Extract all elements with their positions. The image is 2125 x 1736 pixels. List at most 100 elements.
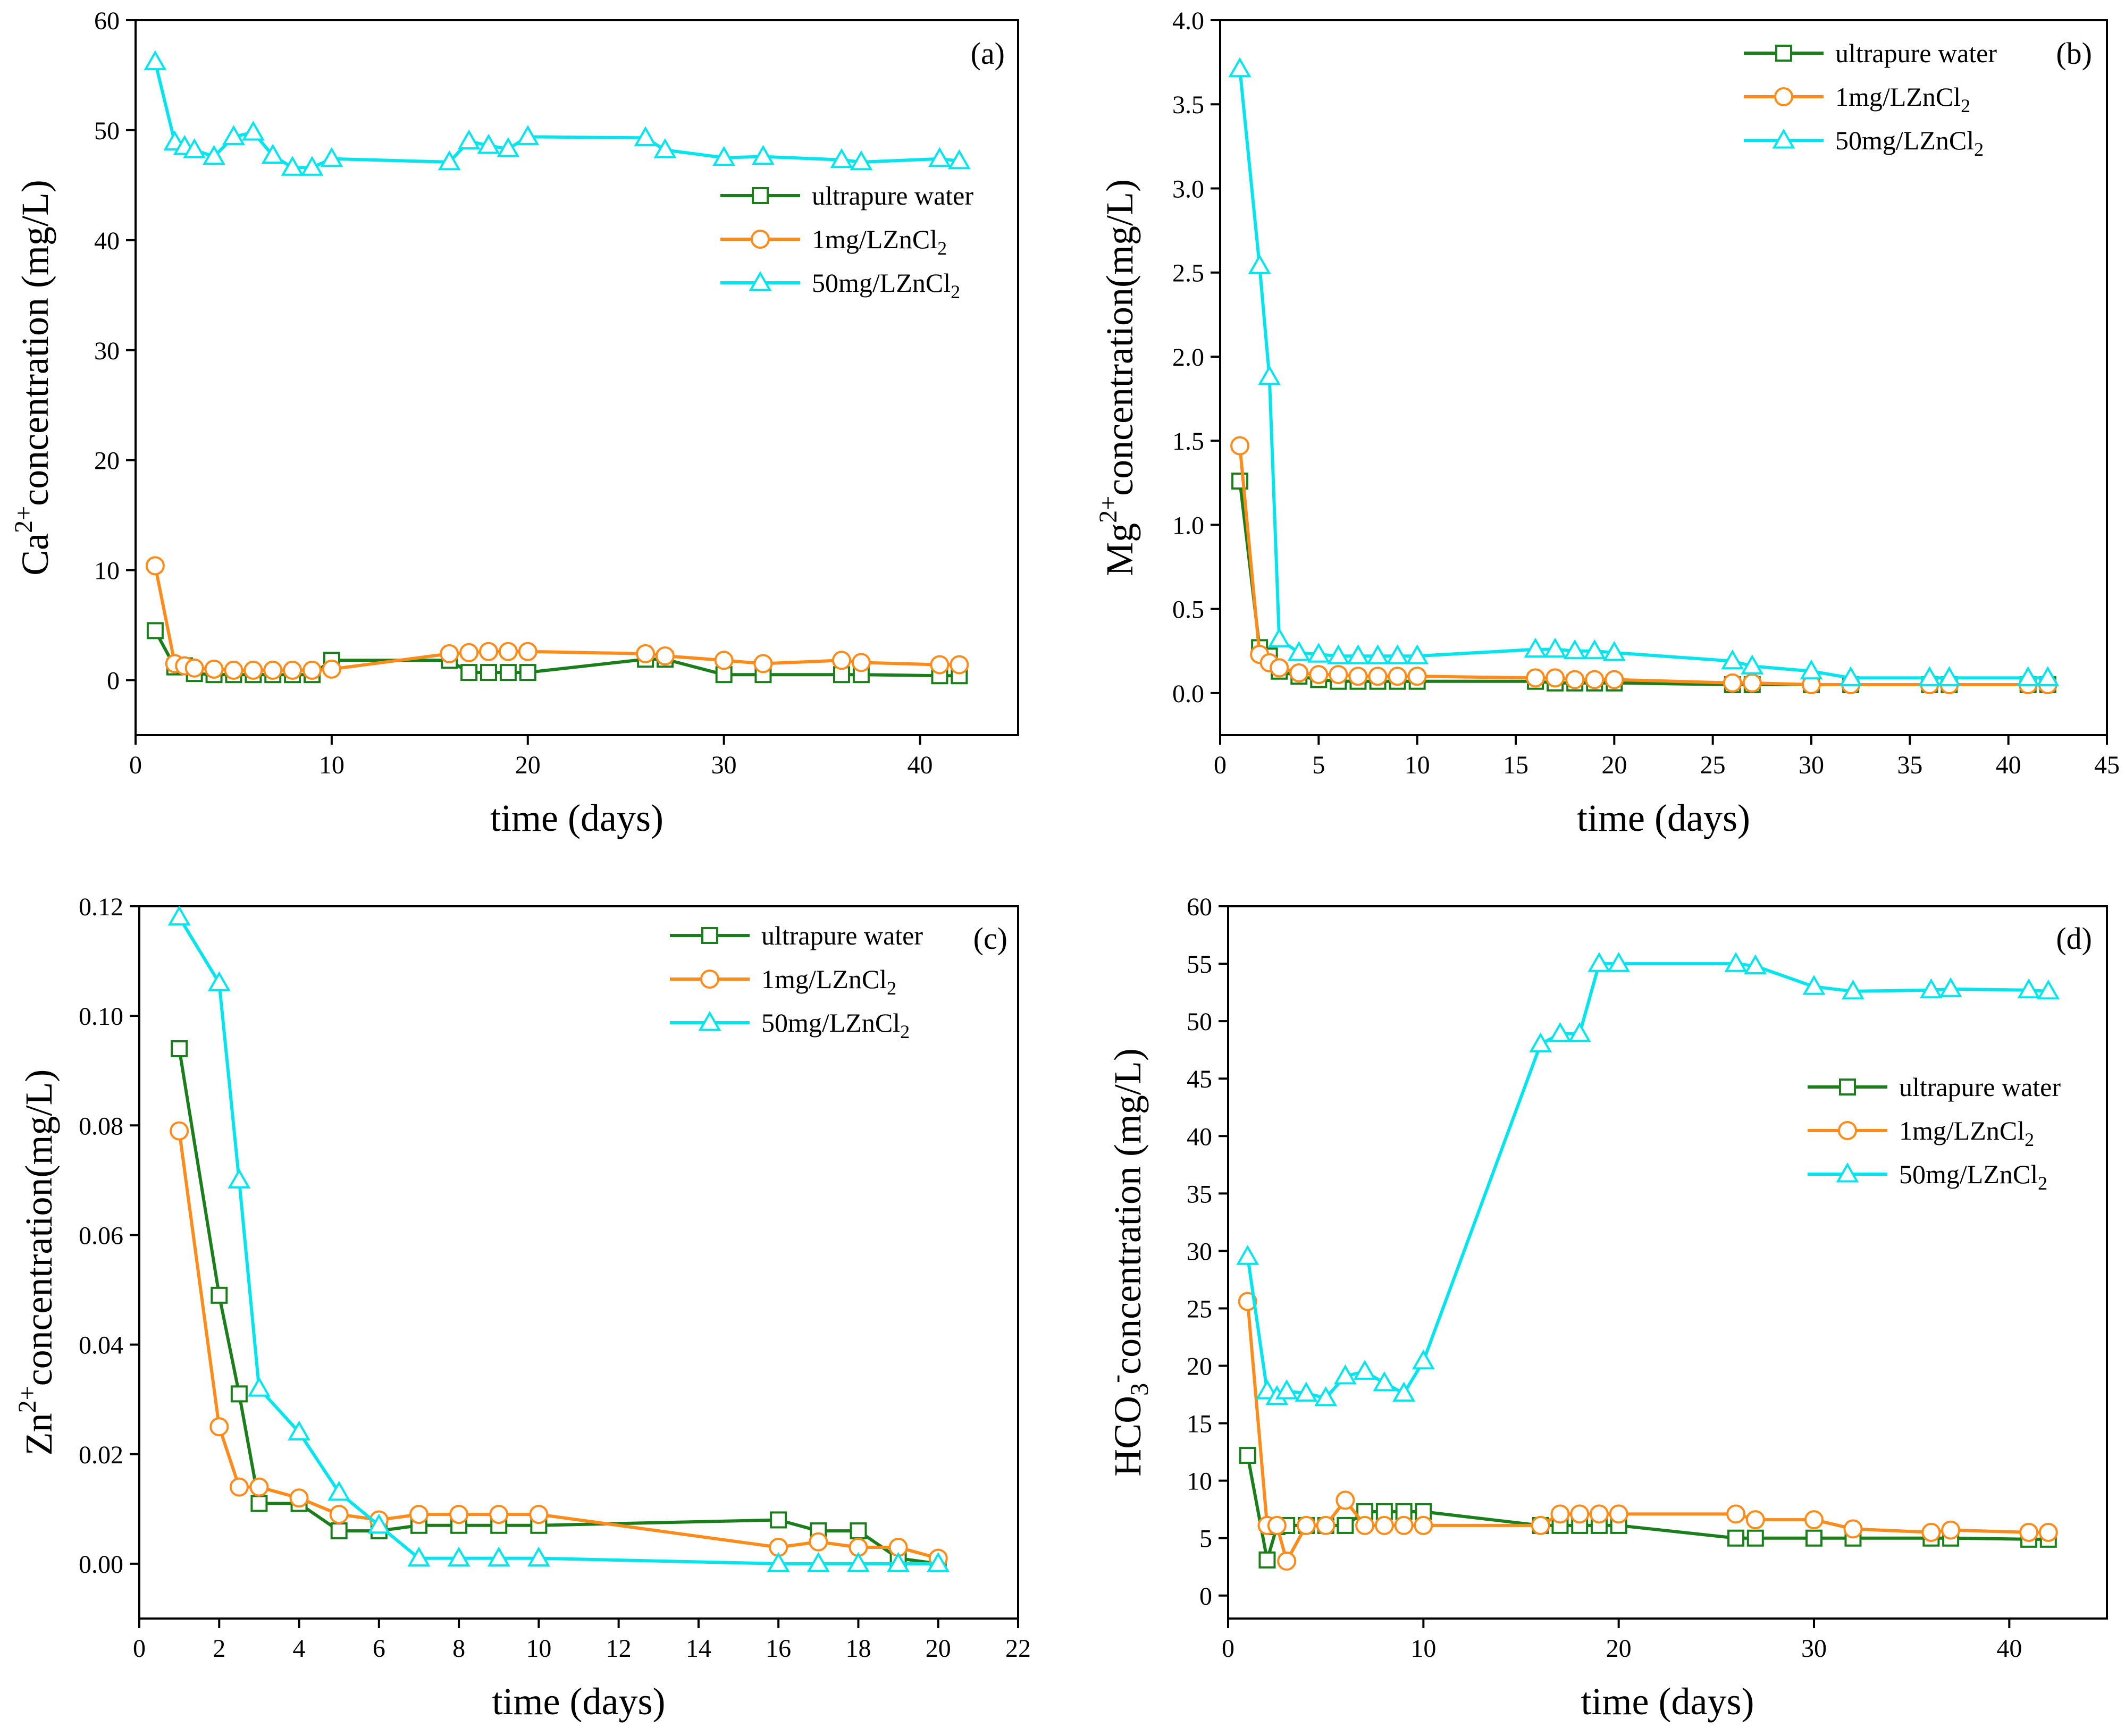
data-point	[1289, 663, 1309, 682]
legend-label: ultrapure water	[1835, 38, 1997, 68]
data-point	[1918, 666, 1941, 686]
data-point	[281, 156, 304, 176]
plot-frame	[1227, 905, 2108, 1620]
data-point	[1412, 1349, 1435, 1370]
data-point	[1921, 1522, 1941, 1542]
y-tick-label: 3.0	[1172, 175, 1204, 203]
data-point	[288, 1420, 310, 1441]
x-tick-label: 0	[1222, 1634, 1234, 1663]
x-tick-label: 20	[926, 1634, 951, 1663]
data-point	[1919, 978, 1943, 999]
legend: ultrapure water 1mg/LZnCl2 50mg/LZnCl2	[1744, 38, 1997, 160]
x-tick-label: 30	[1799, 751, 1824, 779]
x-tick-label: 20	[515, 751, 541, 779]
plot-frame	[135, 19, 1019, 736]
panel-label: (a)	[971, 36, 1005, 71]
data-point	[1524, 637, 1547, 658]
data-point	[1287, 641, 1311, 661]
data-point	[1267, 1515, 1287, 1535]
y-tick-label: 4.0	[1172, 7, 1204, 35]
data-point	[1727, 1529, 1745, 1547]
y-tick-label: 3.5	[1172, 91, 1204, 119]
data-point	[1570, 1504, 1590, 1524]
data-point	[2017, 666, 2040, 686]
data-point	[407, 1546, 431, 1567]
data-point	[497, 137, 520, 157]
y-tick-label: 20	[1187, 1353, 1212, 1381]
data-point	[1602, 641, 1626, 661]
data-point	[1741, 654, 1764, 675]
data-point	[1549, 1022, 1572, 1042]
data-point	[1270, 658, 1289, 678]
square-marker-icon	[701, 927, 718, 944]
data-point	[767, 1552, 790, 1572]
legend-label: 1mg/LZnCl2	[1899, 1116, 2034, 1150]
x-tick-label: 20	[1601, 751, 1627, 779]
data-point	[228, 1168, 251, 1189]
y-axis-title: Mg2+concentration(mg/L)	[1094, 179, 1141, 576]
legend-label: 1mg/LZnCl2	[1835, 82, 1970, 116]
data-point	[460, 664, 478, 681]
series-ultrapure	[1239, 1447, 2057, 1569]
y-tick-label: 0.5	[1172, 596, 1204, 624]
y-tick-label: 0	[107, 667, 120, 695]
data-point	[830, 148, 853, 168]
data-point	[714, 651, 734, 670]
data-point	[1347, 644, 1370, 664]
data-point	[527, 1546, 550, 1567]
data-point	[656, 646, 675, 666]
x-tick-label: 0	[133, 1634, 146, 1663]
data-point	[409, 1505, 429, 1524]
data-point	[634, 126, 657, 146]
x-tick-label: 5	[1312, 751, 1325, 779]
y-tick-label: 40	[94, 227, 120, 255]
data-point	[498, 642, 518, 661]
y-axis-title: HCO3-concentration (mg/L)	[1102, 1048, 1154, 1477]
data-point	[1366, 644, 1389, 664]
data-point	[203, 145, 226, 165]
data-point	[516, 125, 540, 145]
data-point	[1565, 670, 1585, 689]
series-line	[178, 1048, 939, 1565]
data-point	[250, 1495, 268, 1512]
data-point	[1236, 1245, 1259, 1265]
data-point	[712, 146, 736, 166]
y-tick-label: 50	[1187, 1008, 1212, 1036]
data-point	[832, 651, 851, 670]
data-point	[1568, 1022, 1591, 1042]
y-tick-label: 60	[1187, 893, 1212, 921]
legend-label: ultrapure water	[1899, 1072, 2061, 1102]
x-axis-title: time (days)	[492, 1680, 666, 1723]
x-tick-label: 18	[845, 1634, 871, 1663]
data-point	[1746, 1529, 1764, 1547]
square-marker-icon	[752, 187, 769, 204]
data-point	[1277, 1551, 1297, 1571]
data-point	[1258, 1551, 1276, 1569]
x-tick-label: 45	[2094, 751, 2120, 779]
data-point	[1839, 666, 1862, 686]
y-tick-label: 55	[1187, 950, 1212, 979]
panel-label: (d)	[2056, 921, 2092, 956]
data-point	[1348, 667, 1368, 686]
data-point	[1804, 1510, 1824, 1530]
data-point	[247, 1377, 271, 1397]
data-point	[224, 660, 243, 680]
data-point	[1316, 1515, 1336, 1535]
data-point	[2017, 978, 2040, 999]
data-point	[229, 1477, 249, 1497]
data-point	[850, 150, 873, 171]
data-point	[204, 659, 224, 679]
data-point	[1589, 1504, 1609, 1524]
data-point	[518, 642, 537, 661]
data-point	[809, 1532, 828, 1552]
data-point	[770, 1511, 787, 1529]
x-tick-label: 40	[908, 751, 933, 779]
data-point	[1228, 57, 1252, 78]
y-tick-label: 1.5	[1172, 427, 1204, 456]
data-point	[1583, 639, 1606, 660]
data-point	[529, 1505, 549, 1524]
data-point	[1744, 954, 1767, 974]
data-point	[950, 655, 969, 675]
data-point	[477, 133, 500, 154]
legend-label: ultrapure water	[812, 181, 973, 210]
